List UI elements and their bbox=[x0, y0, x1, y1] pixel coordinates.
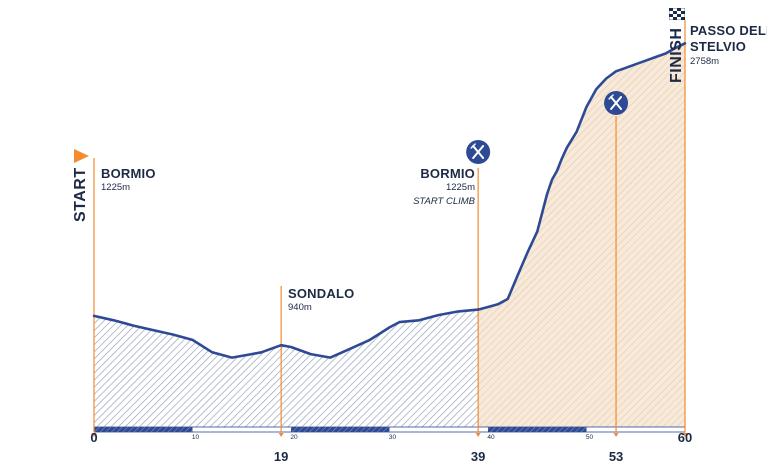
km-major-label: 19 bbox=[273, 449, 289, 464]
km-minor-label: 20 bbox=[290, 434, 298, 441]
waypoint-markers bbox=[91, 20, 688, 437]
fork-tine-icon-part bbox=[470, 143, 476, 149]
waypoint-marker-tick bbox=[613, 433, 619, 437]
waypoint-stelvio-elevation: 2758m bbox=[690, 56, 720, 67]
km-minor-label: 10 bbox=[191, 434, 200, 441]
knife-icon-part bbox=[610, 96, 623, 110]
waypoint-sondalo-name: SONDALO bbox=[288, 286, 355, 301]
waypoint-bormio-climb-name: BORMIO bbox=[420, 166, 475, 181]
elevation-profile-line bbox=[92, 42, 687, 359]
waypoint-marker-tick bbox=[475, 433, 481, 437]
km-major-label: 53 bbox=[608, 449, 624, 464]
waypoint-stelvio-name-line1: PASSO DELLO bbox=[690, 23, 767, 38]
km-major-label: 0 bbox=[90, 430, 98, 445]
start-arrow-icon bbox=[74, 149, 89, 163]
distance-baseline bbox=[93, 426, 686, 433]
profile-line-group bbox=[92, 42, 687, 359]
waypoint-bormio-start-name: BORMIO bbox=[101, 166, 156, 181]
finish-label: FINISH bbox=[668, 27, 685, 83]
fork-tine-icon-part bbox=[608, 94, 614, 100]
baseline-segment bbox=[94, 427, 193, 432]
climb-section-fill bbox=[478, 43, 685, 427]
waypoint-marker-tick bbox=[278, 433, 284, 437]
baseline-segment bbox=[291, 427, 390, 432]
waypoint-bormio-climb-elevation: 1225m bbox=[445, 182, 475, 193]
km-minor-label: 30 bbox=[388, 434, 397, 441]
km-major-label: 60 bbox=[677, 430, 693, 445]
fork-knife-icon bbox=[466, 140, 491, 164]
waypoint-sondalo-elevation: 940m bbox=[288, 302, 312, 313]
waypoint-stelvio-name-line2: STELVIO bbox=[690, 39, 747, 54]
waypoint-bormio-start-elevation: 1225m bbox=[101, 182, 131, 193]
feed-icons bbox=[466, 91, 629, 164]
waypoint-marker-tick bbox=[91, 433, 97, 437]
fork-knife-icon bbox=[604, 91, 629, 115]
km-major-label: 39 bbox=[470, 449, 486, 464]
baseline-segment bbox=[488, 427, 587, 432]
waypoint-marker-tick bbox=[682, 433, 688, 437]
km-minor-label: 40 bbox=[487, 434, 495, 441]
knife-icon-part bbox=[472, 145, 485, 159]
start-label: START bbox=[72, 167, 89, 222]
flat-section-fill bbox=[94, 309, 479, 427]
km-minor-label: 50 bbox=[585, 434, 594, 441]
waypoint-bormio-climb-note: START CLIMB bbox=[413, 196, 475, 207]
profile-fill bbox=[94, 43, 685, 427]
checkered-flag-icon bbox=[669, 8, 685, 20]
